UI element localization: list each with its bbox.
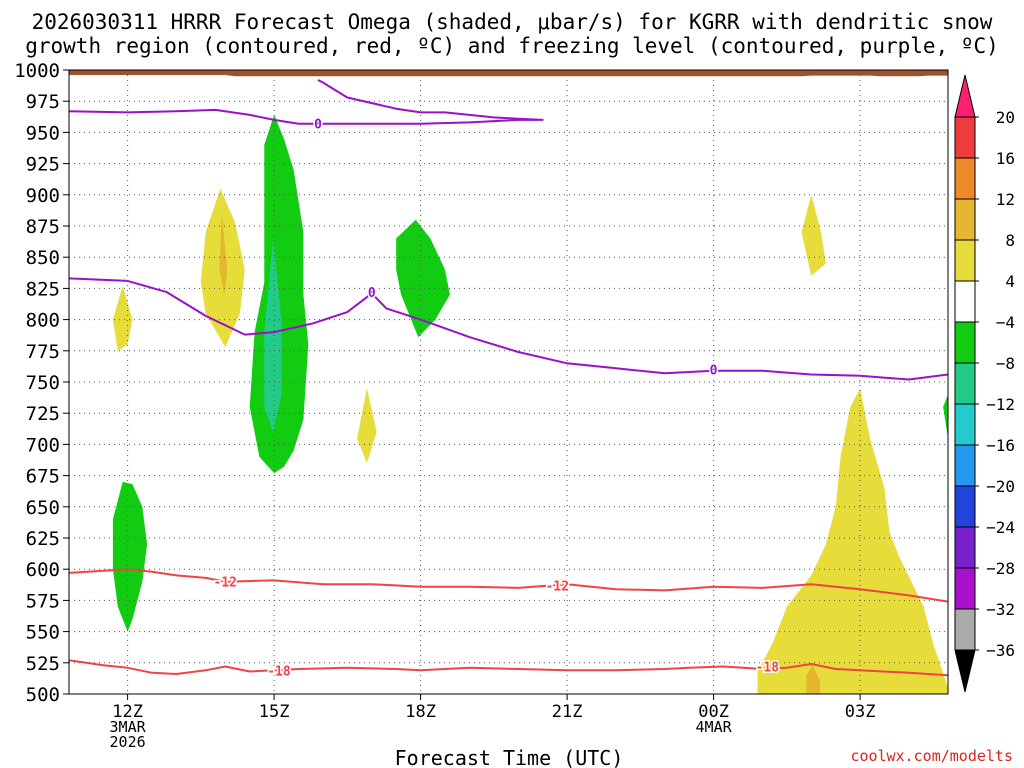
isotherm-label-0-1: -18 <box>756 661 780 676</box>
colorbar-swatch-1 <box>954 157 976 200</box>
colorbar-label-12: −32 <box>986 600 1015 619</box>
isotherm-line-3 <box>69 79 544 125</box>
colorbar-label-7: −12 <box>986 395 1015 414</box>
colorbar-label-5: −4 <box>996 313 1015 332</box>
colorbar-label-4: 4 <box>1005 272 1015 291</box>
y-tick-label-975: 975 <box>26 91 60 113</box>
x-tick-label-12Z: 12Z <box>112 702 143 722</box>
colorbar-swatch-0 <box>954 116 976 159</box>
isotherm-line-2 <box>69 277 948 381</box>
omega-shading <box>112 114 948 694</box>
y-tick-label-550: 550 <box>26 622 60 644</box>
y-tick-label-800: 800 <box>26 310 60 332</box>
y-tick-label-650: 650 <box>26 497 60 519</box>
isotherm-label-3-0: 0 <box>314 118 322 133</box>
x-tick-label-03Z: 03Z <box>845 702 876 722</box>
x-tick-label-2026: 2026 <box>110 733 146 751</box>
omega-region-2 <box>264 238 282 432</box>
colorbar: 20 16 12 8 4 −4 −8 −12 −16 −20 −24 −28 −32 −36 <box>954 74 1015 693</box>
y-tick-label-500: 500 <box>26 684 60 706</box>
isotherm-label-1-1: -12 <box>546 579 569 594</box>
omega-region-9 <box>801 194 826 276</box>
isotherm-label-0-0: -18 <box>267 664 291 679</box>
colorbar-swatch-5 <box>954 321 976 364</box>
omega-region-1 <box>249 114 309 474</box>
x-axis-title: Forecast Time (UTC) <box>395 746 624 768</box>
isotherm-label-2-1: 0 <box>710 364 718 379</box>
terrain-fill <box>69 70 948 77</box>
terrain-strip <box>69 70 948 77</box>
colorbar-label-0: 20 <box>996 108 1015 127</box>
colorbar-swatch-10 <box>954 526 976 569</box>
omega-region-3 <box>396 219 450 338</box>
isotherm-line-1 <box>69 568 948 603</box>
colorbar-top-triangle <box>954 74 976 118</box>
y-tick-label-850: 850 <box>26 247 60 269</box>
omega-region-10 <box>757 388 948 694</box>
omega-region-5 <box>112 285 133 351</box>
y-tick-label-925: 925 <box>26 154 60 176</box>
isotherm-label-2-0: 0 <box>368 286 376 301</box>
isotherm-label-1-0: -12 <box>214 576 237 591</box>
x-tick-label-15Z: 15Z <box>259 702 290 722</box>
y-tick-label-900: 900 <box>26 185 60 207</box>
colorbar-swatch-2 <box>954 198 976 241</box>
y-tick-label-675: 675 <box>26 466 60 488</box>
isotherm-labels: -18 -18 -12 -12 0 0 0 <box>212 116 781 681</box>
source-credit: coolwx.com/modelts <box>850 747 1013 765</box>
y-tick-label-625: 625 <box>26 528 60 550</box>
x-tick-label-18Z: 18Z <box>405 702 436 722</box>
colorbar-bottom-triangle <box>954 649 976 693</box>
colorbar-swatch-8 <box>954 444 976 487</box>
colorbar-swatch-4 <box>954 280 976 323</box>
x-tick-label-00Z: 00Z <box>698 702 729 722</box>
y-tick-label-950: 950 <box>26 122 60 144</box>
omega-region-8 <box>357 388 377 464</box>
colorbar-label-10: −24 <box>986 518 1015 537</box>
y-tick-label-775: 775 <box>26 341 60 363</box>
y-tick-label-575: 575 <box>26 590 60 612</box>
omega-region-11 <box>806 665 821 694</box>
y-tick-label-825: 825 <box>26 278 60 300</box>
x-tick-label-4MAR: 4MAR <box>696 718 733 736</box>
colorbar-swatch-12 <box>954 608 976 651</box>
colorbar-swatch-9 <box>954 485 976 528</box>
y-tick-label-725: 725 <box>26 403 60 425</box>
colorbar-label-9: −20 <box>986 477 1015 496</box>
colorbar-label-13: −36 <box>986 641 1015 660</box>
chart-title-line-2: growth region (contoured, red, ºC) and f… <box>25 34 999 58</box>
y-tick-label-1000: 1000 <box>14 60 60 82</box>
colorbar-swatch-11 <box>954 567 976 610</box>
x-tick-label-3MAR: 3MAR <box>110 718 147 736</box>
colorbar-label-6: −8 <box>996 354 1015 373</box>
colorbar-swatch-3 <box>954 239 976 282</box>
y-tick-label-525: 525 <box>26 653 60 675</box>
x-tick-label-21Z: 21Z <box>552 702 583 722</box>
isotherm-contours <box>69 79 948 677</box>
colorbar-label-2: 12 <box>996 190 1015 209</box>
omega-region-0 <box>112 481 148 632</box>
omega-region-4 <box>943 394 948 439</box>
chart-title-line-1: 2026030311 HRRR Forecast Omega (shaded, … <box>31 10 993 34</box>
colorbar-label-3: 8 <box>1005 231 1015 250</box>
y-tick-label-700: 700 <box>26 434 60 456</box>
y-tick-label-600: 600 <box>26 559 60 581</box>
colorbar-label-11: −28 <box>986 559 1015 578</box>
y-tick-label-875: 875 <box>26 216 60 238</box>
omega-region-7 <box>219 213 228 295</box>
colorbar-label-8: −16 <box>986 436 1015 455</box>
isotherm-line-0 <box>69 659 948 677</box>
y-tick-label-750: 750 <box>26 372 60 394</box>
y-axis: 500 525 550 575 600 625 650 675 700 725 750 775 800 8… <box>14 60 69 706</box>
colorbar-label-1: 16 <box>996 149 1015 168</box>
colorbar-swatch-6 <box>954 362 976 405</box>
colorbar-swatch-7 <box>954 403 976 446</box>
